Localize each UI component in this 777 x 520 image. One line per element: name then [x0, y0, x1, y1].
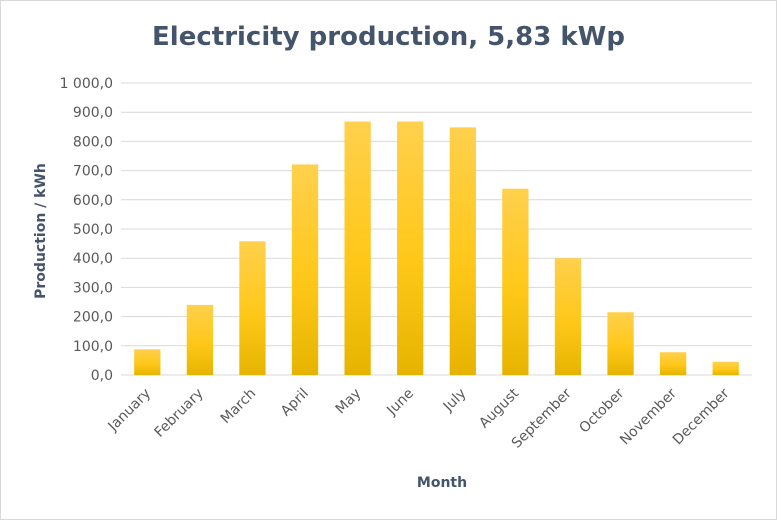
bar-may	[344, 121, 371, 375]
bars	[134, 121, 739, 375]
x-tick-label-may: May	[333, 386, 365, 418]
x-tick-label-june: June	[383, 386, 417, 420]
x-axis-title: Month	[417, 475, 467, 491]
bar-august	[502, 188, 529, 375]
x-tick-label-march: March	[218, 386, 259, 427]
y-tick-label: 700,0	[73, 164, 113, 180]
bar-february	[186, 304, 214, 375]
y-tick-label: 600,0	[73, 193, 113, 209]
bar-june	[397, 121, 424, 375]
y-tick-label: 500,0	[73, 222, 113, 238]
bar-december	[712, 361, 739, 375]
y-tick-label: 900,0	[73, 105, 113, 121]
y-tick-label: 200,0	[73, 310, 113, 326]
y-tick-label: 400,0	[73, 251, 113, 267]
x-tick-label-october: October	[576, 385, 627, 436]
x-tick-label-july: July	[440, 386, 470, 416]
y-tick-label: 0,0	[91, 368, 113, 384]
bar-march	[239, 241, 266, 375]
bar-july	[449, 127, 476, 375]
x-tick-label-april: April	[278, 386, 312, 420]
y-axis-ticks: 0,0 100,0 200,0 300,0 400,0 500,0 600,0 700,0 80…	[60, 76, 113, 384]
y-tick-label: 300,0	[73, 280, 113, 296]
bar-october	[607, 312, 634, 375]
x-tick-label-january: January	[105, 386, 155, 436]
y-tick-label: 1 000,0	[60, 76, 113, 92]
bar-september	[554, 258, 582, 375]
y-tick-label: 800,0	[73, 134, 113, 150]
chart-title: Electricity production, 5,83 kWp	[152, 22, 625, 52]
bar-april	[291, 164, 319, 375]
bar-november	[659, 352, 687, 375]
x-tick-label-december: December	[670, 385, 733, 448]
y-axis-title: Production / kWh	[33, 163, 49, 299]
bar-january	[134, 349, 161, 375]
y-tick-label: 100,0	[73, 339, 113, 355]
gridlines	[121, 82, 752, 376]
x-tick-label-august: August	[476, 385, 522, 431]
x-tick-label-february: February	[152, 386, 207, 441]
